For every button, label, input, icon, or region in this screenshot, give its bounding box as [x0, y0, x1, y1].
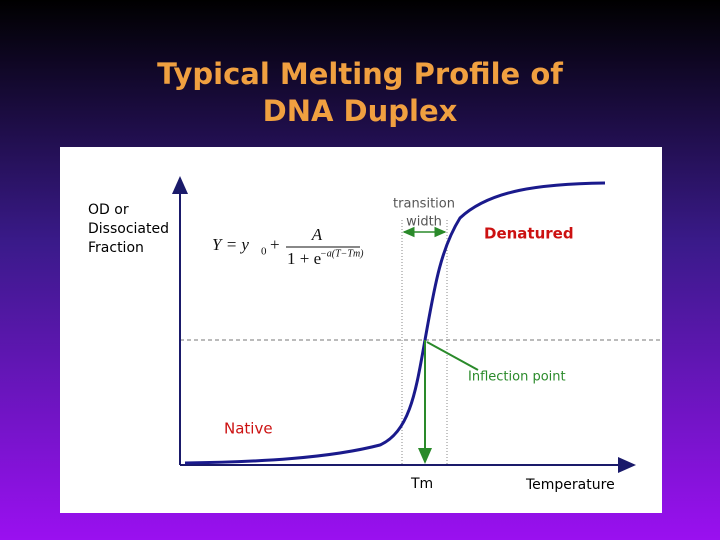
tm-label: Tm	[410, 476, 433, 492]
equation-sub: 0	[261, 246, 267, 258]
equation-numerator: A	[311, 225, 323, 244]
y-axis-label: Fraction	[88, 240, 144, 256]
y-axis-label: OD or	[88, 202, 129, 218]
transition-width-label: transition	[393, 197, 455, 212]
panel	[60, 147, 662, 513]
equation-lhs: Y = y	[212, 235, 249, 254]
inflection-pointer	[426, 341, 479, 371]
equation-plus: +	[270, 235, 280, 254]
denatured-label: Denatured	[484, 225, 574, 243]
y-axis-label: Dissociated	[88, 221, 169, 237]
native-label: Native	[224, 420, 273, 438]
inflection-label: Inflection point	[468, 370, 566, 385]
equation-denominator: 1 + e	[287, 249, 321, 268]
equation-exponent: −a(T−Tm)	[320, 248, 364, 259]
title-line: Typical Melting Profile of	[157, 57, 563, 91]
transition-width-label: width	[406, 215, 442, 230]
title-line: DNA Duplex	[263, 94, 458, 128]
x-axis-label: Temperature	[525, 477, 615, 493]
